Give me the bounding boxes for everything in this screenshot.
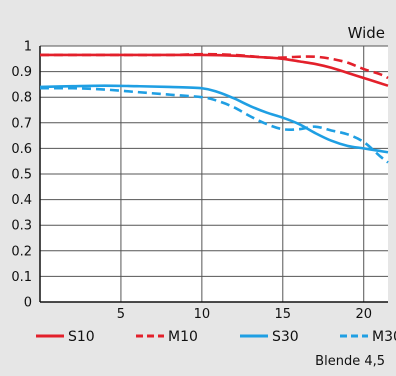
y-tick-label: 0 — [24, 296, 32, 311]
footnote: Blende 4,5 — [315, 354, 385, 369]
y-tick-label: 0.6 — [11, 142, 32, 157]
x-tick-label: 15 — [275, 307, 292, 322]
corner-label: Wide — [348, 24, 385, 42]
legend: S10 M10 S30 M30 — [36, 329, 396, 345]
legend-label-m10: M10 — [168, 329, 198, 345]
grid-layer — [40, 45, 388, 302]
series-line-s30 — [39, 84, 389, 154]
x-tick-label: 20 — [355, 307, 372, 322]
axis-layer: 00.10.20.30.40.50.60.70.80.915 10 15 20 — [11, 40, 388, 322]
y-tick-label: 0.7 — [11, 116, 32, 131]
y-tick-label: 0.5 — [11, 168, 32, 183]
series-line-s10 — [40, 53, 389, 87]
y-tick-label: 0.8 — [11, 91, 32, 106]
series-layer — [39, 52, 389, 164]
y-tick-label: 1 — [24, 40, 32, 55]
y-tick-label: 0.9 — [11, 65, 32, 80]
y-tick-label: 0.3 — [11, 219, 32, 234]
legend-label-s30: S30 — [272, 329, 299, 345]
x-tick-label: 5 — [117, 307, 125, 322]
legend-label-s10: S10 — [68, 329, 95, 345]
legend-label-m30: M30 — [372, 329, 396, 345]
x-tick-label: 10 — [194, 307, 211, 322]
y-tick-label: 0.4 — [11, 193, 32, 208]
y-tick-label: 0.1 — [11, 270, 32, 285]
y-tick-label: 0.2 — [11, 244, 32, 259]
